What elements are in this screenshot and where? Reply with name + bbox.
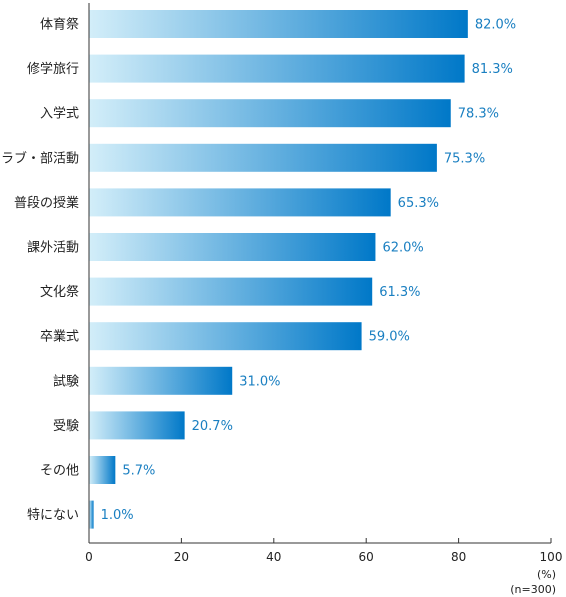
value-label: 59.0% <box>369 330 410 345</box>
x-tick-label: 100 <box>540 550 563 564</box>
bar <box>89 10 468 38</box>
category-label: 課外活動 <box>27 240 79 256</box>
category-label: 普段の授業 <box>14 195 79 211</box>
category-label: 試験 <box>53 373 79 389</box>
x-tick-label: 0 <box>85 550 93 564</box>
category-label: クラブ・部活動 <box>0 150 79 166</box>
bar <box>89 99 451 128</box>
value-label: 5.7% <box>122 464 155 479</box>
value-label: 81.3% <box>472 62 513 77</box>
category-label: 受験 <box>53 419 79 434</box>
value-label: 62.0% <box>382 241 423 256</box>
category-label: 特にない <box>27 508 79 523</box>
value-label: 75.3% <box>444 151 485 166</box>
bar <box>89 54 465 83</box>
x-tick-label: 60 <box>359 550 374 564</box>
value-label: 82.0% <box>475 18 516 33</box>
bar <box>89 188 391 217</box>
x-tick-label: 40 <box>266 550 281 564</box>
category-label: 文化祭 <box>40 285 79 300</box>
bar <box>89 366 233 395</box>
bar <box>89 411 185 440</box>
value-label: 65.3% <box>398 196 439 211</box>
bar <box>89 233 376 261</box>
bar <box>89 500 94 529</box>
sample-size-label: (n=300) <box>510 583 556 596</box>
value-label: 61.3% <box>379 285 420 300</box>
category-label: 体育祭 <box>40 17 79 33</box>
category-label: 卒業式 <box>40 329 79 345</box>
x-axis: 0 20 40 60 80 100 <box>85 3 562 564</box>
x-tick-label: 20 <box>174 550 189 564</box>
category-label: その他 <box>40 464 79 479</box>
bars-layer: 体育祭 82.0% 修学旅行 81.3% 入学式 78.3% クラブ・部活動 75.3% 普段の… <box>0 10 516 529</box>
value-label: 78.3% <box>458 107 499 122</box>
category-label: 入学式 <box>40 106 79 122</box>
bar <box>89 322 362 351</box>
value-label: 1.0% <box>101 508 134 523</box>
value-label: 20.7% <box>192 419 233 434</box>
unit-label: (%) <box>537 568 556 581</box>
bar <box>89 277 373 306</box>
x-tick-label: 80 <box>451 550 466 564</box>
value-label: 31.0% <box>239 374 280 389</box>
bar <box>89 456 116 484</box>
category-label: 修学旅行 <box>27 61 79 77</box>
bar <box>89 143 437 172</box>
